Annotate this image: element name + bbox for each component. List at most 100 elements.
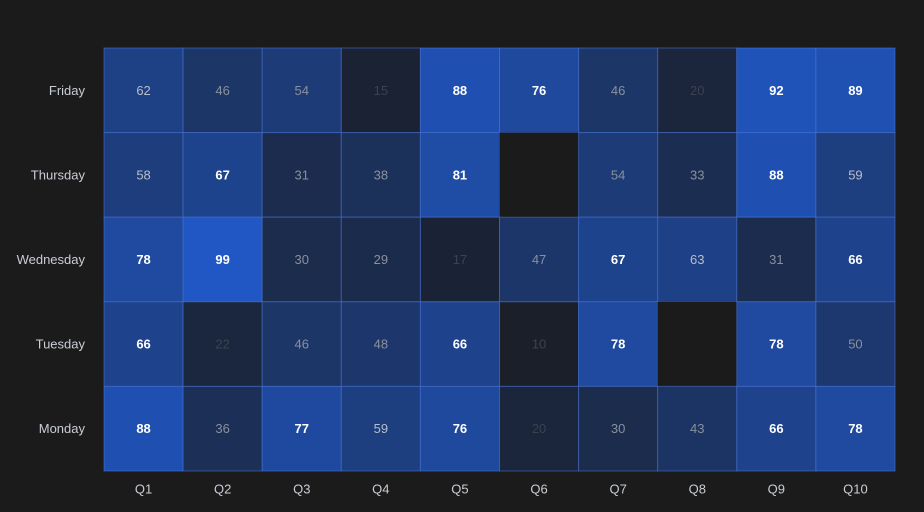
heatmap-cell [261,385,342,472]
heatmap-cell [340,132,421,218]
y-axis-labels: Friday Thursday Wednesday Tuesday Monday [17,83,86,436]
cell-value-label: 46 [295,337,309,352]
cell-value-label: 54 [611,167,625,182]
heatmap-cell [261,47,342,134]
y-axis-label: Friday [49,83,86,98]
cell-value-label: 31 [295,167,309,182]
heatmap-cell [578,216,659,303]
y-axis-label: Thursday [31,167,86,182]
heatmap-cell [419,132,500,218]
cell-value-label: 92 [769,83,783,98]
cell-value-label: 66 [848,252,862,267]
heatmap-cell [578,132,659,218]
heatmap-cell [182,132,263,218]
y-axis-label: Tuesday [36,337,86,352]
x-axis-label: Q10 [843,482,868,497]
x-axis-label: Q4 [372,482,389,497]
heatmap-cell [182,47,263,134]
cell-value-label: 46 [215,83,229,98]
x-axis-label: Q6 [530,482,547,497]
cell-value-label: 78 [611,337,625,352]
cell-value-label: 29 [374,252,388,267]
cell-value-label: 63 [690,252,704,267]
cell-value-label: 36 [215,421,229,436]
cell-value-label: 88 [453,83,467,98]
cell-value-label: 76 [453,421,467,436]
heatmap-cell [103,385,184,472]
heatmap-cell [419,385,500,472]
cell-value-label: 33 [690,167,704,182]
cell-value-label: 89 [848,83,862,98]
cell-value-label: 78 [136,252,150,267]
cell-value-label: 66 [769,421,783,436]
cell-value-label: 67 [611,252,625,267]
heatmap-cell [657,301,737,387]
heatmap-cell [103,301,184,387]
x-axis-label: Q1 [135,482,152,497]
heatmap-cell [103,216,184,303]
heatmap-cell [578,301,659,387]
x-axis-label: Q2 [214,482,231,497]
y-axis-label: Wednesday [17,252,86,267]
cell-value-label: 59 [374,421,388,436]
cell-value-label: 17 [453,252,467,267]
heatmap-cell [657,47,738,134]
cell-value-label: 78 [769,337,783,352]
x-axis-label: Q7 [609,482,626,497]
cell-value-label: 62 [136,83,150,98]
y-axis-label: Monday [39,421,86,436]
cell-value-label: 50 [848,337,862,352]
cell-value-label: 88 [136,421,150,436]
x-axis-labels: Q1 Q2 Q3 Q4 Q5 Q6 Q7 Q8 Q9 Q10 [135,482,868,497]
cell-value-label: 48 [374,337,388,352]
cell-value-label: 38 [374,167,388,182]
heatmap-cell [340,385,421,472]
cell-value-label: 88 [769,167,783,182]
cell-value-label: 66 [136,337,150,352]
cell-value-label: 81 [453,167,467,182]
heatmap-cell [499,216,580,303]
cell-value-label: 78 [848,421,862,436]
heatmap-cell [499,132,579,218]
cell-value-label: 30 [295,252,309,267]
heatmap-cell [340,216,421,303]
x-axis-label: Q8 [689,482,706,497]
heatmap-cell [815,385,896,472]
heatmap-cell [815,216,896,303]
heatmap-cells: 62 46 54 15 88 76 46 20 92 89 58 67 31 38 81 54 33 88 59 78… [103,47,896,472]
heatmap-cell [736,385,817,472]
cell-value-label: 66 [453,337,467,352]
heatmap-cell [815,132,896,218]
cell-value-label: 99 [215,252,229,267]
cell-value-label: 15 [374,83,388,98]
heatmap-cell [182,216,263,303]
cell-value-label: 77 [295,421,309,436]
cell-value-label: 10 [532,337,546,352]
heatmap-cell [657,132,738,218]
heatmap-cell [578,385,659,472]
cell-value-label: 30 [611,421,625,436]
cell-value-label: 20 [532,421,546,436]
heatmap-cell [815,301,896,387]
heatmap-cell [499,301,580,387]
cell-value-label: 46 [611,83,625,98]
cell-value-label: 47 [532,252,546,267]
heatmap-cell [419,216,500,303]
heatmap-cell [261,216,342,303]
cell-value-label: 20 [690,83,704,98]
heatmap-cell [736,47,817,134]
heatmap-cell [261,132,342,218]
cell-value-label: 31 [769,252,783,267]
heatmap-cell [103,47,184,134]
cell-value-label: 58 [136,167,150,182]
heatmap-cell [578,47,659,134]
heatmap-cell [499,385,580,472]
x-axis-label: Q9 [768,482,785,497]
heatmap-cell [736,132,817,218]
x-axis-label: Q3 [293,482,310,497]
cell-value-label: 22 [215,337,229,352]
cell-value-label: 67 [215,167,229,182]
cell-value-label: 43 [690,421,704,436]
heatmap-cell [657,385,738,472]
cell-value-label: 76 [532,83,546,98]
